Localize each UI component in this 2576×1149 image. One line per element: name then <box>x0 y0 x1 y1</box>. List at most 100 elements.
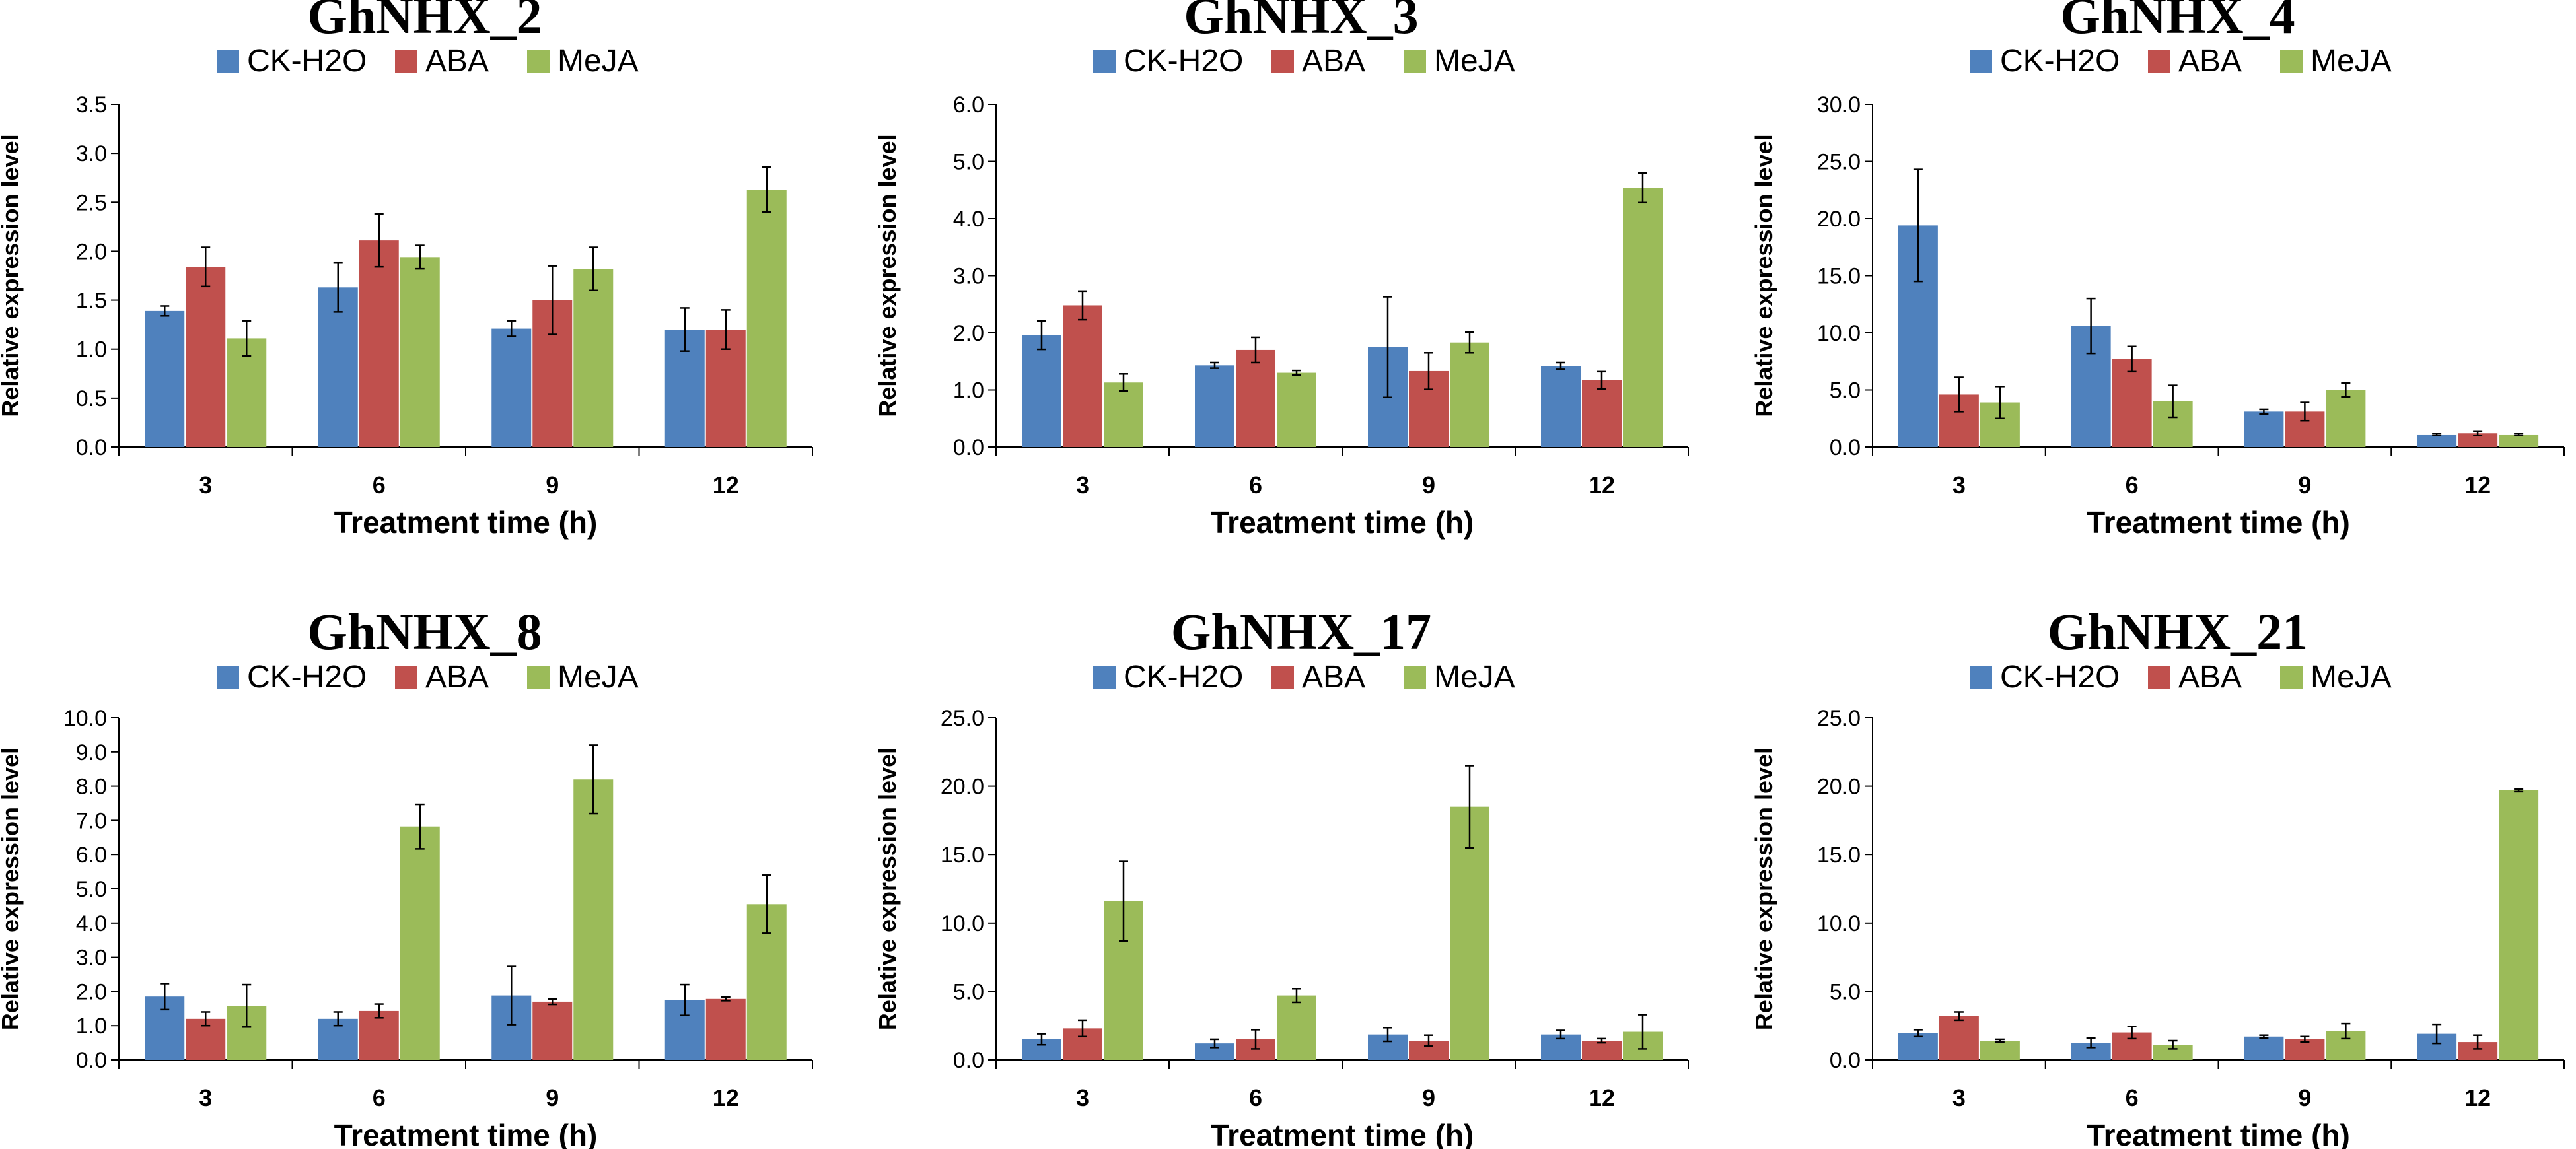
y-tick-label: 4.0 <box>76 911 107 936</box>
x-tick-label: 12 <box>1589 1084 1615 1111</box>
y-tick-label: 6.0 <box>76 843 107 868</box>
y-tick-label: 0.0 <box>76 435 107 460</box>
x-tick-label: 6 <box>1249 1084 1262 1111</box>
y-tick-label: 10.0 <box>1817 911 1861 936</box>
legend-swatch-2 <box>2280 666 2303 689</box>
x-tick-label: 3 <box>1076 471 1089 499</box>
error-bar <box>333 1011 343 1027</box>
y-tick-label: 3.0 <box>76 946 107 971</box>
chart-title: GhNHX_21 <box>2048 603 2308 660</box>
y-tick-label: 0.0 <box>1830 1048 1861 1073</box>
bar-meja-6 <box>2153 1045 2193 1060</box>
error-bar <box>721 309 731 350</box>
y-tick-label: 1.0 <box>953 378 984 403</box>
error-bar <box>1913 1029 1923 1038</box>
x-axis-label: Treatment time (h) <box>334 505 598 540</box>
chart-title: GhNHX_3 <box>1184 0 1418 44</box>
error-bar <box>2514 788 2524 793</box>
error-bar <box>1078 290 1087 321</box>
y-tick-label: 25.0 <box>1817 150 1861 175</box>
y-tick-label: 15.0 <box>1817 843 1861 868</box>
error-bar <box>548 998 557 1006</box>
x-tick-label: 3 <box>1952 471 1966 499</box>
bar-aba-3 <box>1939 1016 1979 1060</box>
y-axis-label: Relative expression level <box>0 134 24 417</box>
legend-swatch-2 <box>1404 50 1426 73</box>
legend-swatch-1 <box>1271 666 1294 689</box>
x-tick-label: 12 <box>713 1084 739 1111</box>
x-axis-label: Treatment time (h) <box>1211 1118 1474 1149</box>
x-tick-label: 6 <box>373 1084 386 1111</box>
legend-swatch-0 <box>217 50 239 73</box>
bar-meja-12 <box>746 190 787 447</box>
error-bar <box>2168 384 2178 419</box>
x-axis-label: Treatment time (h) <box>1211 505 1474 540</box>
error-bar <box>1210 361 1219 369</box>
bar-ck-h2o-9 <box>2244 411 2284 447</box>
bar-meja-12 <box>1623 188 1663 447</box>
error-bar <box>1556 1029 1565 1040</box>
legend-swatch-0 <box>1970 666 1992 689</box>
y-axis-label: Relative expression level <box>1750 748 1777 1030</box>
error-bar <box>374 213 384 268</box>
error-bar <box>2432 1023 2442 1045</box>
error-bar <box>1383 1027 1392 1043</box>
error-bar <box>415 244 425 270</box>
y-tick-label: 0.0 <box>953 435 984 460</box>
error-bar <box>1556 361 1565 370</box>
error-bar <box>2514 432 2524 436</box>
y-tick-label: 10.0 <box>941 911 984 936</box>
error-bar <box>1597 370 1606 390</box>
error-bar <box>1424 1034 1433 1047</box>
error-bar <box>680 983 690 1016</box>
error-bar <box>2168 1039 2178 1050</box>
y-tick-label: 5.0 <box>953 150 984 175</box>
y-tick-label: 8.0 <box>76 775 107 800</box>
error-bar <box>1037 1033 1046 1046</box>
y-tick-label: 2.0 <box>953 321 984 346</box>
error-bar <box>1119 373 1128 392</box>
error-bar <box>242 320 252 357</box>
error-bar <box>762 166 771 213</box>
chart-panel-3: GhNHX_8CK-H2O ABA MeJA 0.0 1.0 2.0 3.0 4.0 5.0 6.… <box>0 603 813 1149</box>
chart-panel-0: GhNHX_2CK-H2O ABA MeJA 0.0 0.5 1.0 1.5 2.0 2.5 3.… <box>0 0 813 540</box>
error-bar <box>1078 1019 1087 1038</box>
bar-meja-6 <box>400 257 440 447</box>
x-tick-label: 9 <box>1422 1084 1435 1111</box>
chart-panel-1: GhNHX_3CK-H2O ABA MeJA 0.0 1.0 2.0 3.0 4.0 5.0 6.… <box>874 0 1689 540</box>
error-bar <box>589 246 598 291</box>
y-axis-label: Relative expression level <box>0 748 24 1030</box>
legend-swatch-2 <box>527 666 550 689</box>
error-bar <box>2259 1034 2269 1039</box>
y-tick-label: 30.0 <box>1817 92 1861 118</box>
y-tick-label: 0.0 <box>1830 435 1861 460</box>
y-tick-label: 20.0 <box>941 775 984 800</box>
y-axis-label: Relative expression level <box>874 134 901 417</box>
legend-label-0: CK-H2O <box>247 660 367 695</box>
legend-label-2: MeJA <box>1434 660 1515 695</box>
legend-label-0: CK-H2O <box>1124 660 1243 695</box>
x-axis-label: Treatment time (h) <box>334 1118 598 1149</box>
error-bar <box>721 996 731 1002</box>
y-tick-label: 5.0 <box>953 979 984 1004</box>
legend-label-1: ABA <box>425 44 489 79</box>
x-tick-label: 12 <box>2464 471 2491 499</box>
chart-title: GhNHX_2 <box>307 0 542 44</box>
legend-swatch-2 <box>1404 666 1426 689</box>
error-bar <box>2259 408 2269 415</box>
error-bar <box>2473 430 2483 436</box>
legend-swatch-1 <box>1271 50 1294 73</box>
legend-label-0: CK-H2O <box>2000 660 2120 695</box>
bar-meja-9 <box>573 779 614 1060</box>
bar-aba-6 <box>2112 359 2152 447</box>
bar-aba-12 <box>705 998 746 1060</box>
y-tick-label: 25.0 <box>941 706 984 731</box>
error-bar <box>1210 1038 1219 1049</box>
legend-swatch-0 <box>217 666 239 689</box>
bar-ck-h2o-12 <box>2417 434 2457 447</box>
y-tick-label: 3.0 <box>76 141 107 166</box>
legend-swatch-1 <box>395 50 417 73</box>
bar-ck-h2o-3 <box>145 310 185 447</box>
y-tick-label: 20.0 <box>1817 775 1861 800</box>
